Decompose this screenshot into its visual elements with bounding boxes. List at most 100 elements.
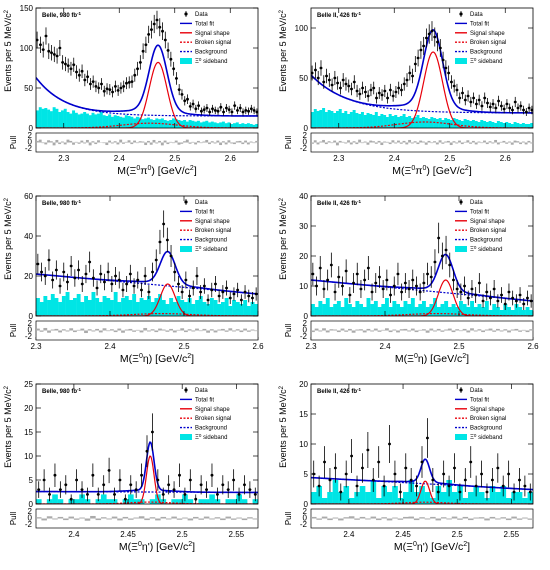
sideband-bar: [364, 115, 367, 128]
data-point: [329, 479, 332, 482]
sideband-bar: [242, 499, 248, 504]
sideband-bar: [147, 296, 151, 316]
lumi-sup: -1: [357, 387, 361, 392]
data-point: [83, 79, 86, 82]
x-axis-label-part: π: [415, 165, 422, 177]
data-point: [169, 58, 172, 61]
pull-bar: [428, 141, 431, 143]
pull-bar: [360, 517, 366, 519]
y-tick-label: 10: [24, 452, 33, 461]
pull-bar: [111, 143, 114, 144]
data-point: [188, 295, 191, 298]
pull-bar: [447, 141, 450, 143]
sideband-bar: [361, 112, 364, 128]
sideband-bar: [464, 119, 467, 128]
pull-bar: [400, 329, 404, 330]
pull-bar: [529, 329, 533, 330]
pull-bar: [474, 331, 478, 332]
sideband-bar: [497, 121, 500, 128]
data-point: [422, 282, 425, 285]
sideband-bar: [222, 122, 225, 128]
x-axis-label-part: ) [GeV/c: [425, 541, 464, 553]
data-point: [92, 80, 95, 83]
data-point: [434, 261, 437, 264]
data-point: [503, 108, 506, 111]
pull-bar: [125, 330, 129, 331]
sideband-bar: [236, 302, 240, 316]
sideband-bar: [94, 114, 97, 128]
data-point: [186, 98, 189, 101]
pull-bar: [422, 329, 426, 330]
pull-bar: [378, 331, 382, 332]
sideband-bar: [209, 494, 215, 504]
pull-bar: [326, 331, 330, 333]
data-point: [136, 279, 139, 282]
pull-bar: [225, 143, 228, 145]
pull-bar: [491, 143, 494, 144]
legend-label-5: Background: [470, 238, 502, 244]
pull-bar: [419, 141, 422, 143]
data-point: [221, 483, 224, 486]
pull-bar: [58, 331, 62, 333]
experiment-label: Belle, 980 fb-1: [42, 11, 82, 19]
pull-bar: [425, 143, 428, 145]
pull-bar: [116, 143, 119, 145]
pull-bar: [480, 143, 483, 144]
pull-bar: [247, 143, 250, 145]
pull-bar: [359, 329, 363, 330]
pull-bar: [394, 143, 397, 144]
x-axis-label-part: M(Ξ: [120, 353, 139, 365]
x-axis-label-part: ]: [191, 353, 194, 365]
pull-bar: [53, 143, 56, 146]
data-point: [153, 23, 156, 26]
legend-data-marker: [184, 200, 187, 203]
pull-bar: [472, 141, 475, 143]
pull-bar: [173, 331, 177, 333]
data-point: [318, 485, 321, 488]
data-point: [328, 79, 331, 82]
sideband-bar: [505, 122, 508, 128]
data-point: [86, 493, 89, 496]
sideband-bar: [370, 304, 374, 316]
sideband-bar: [411, 298, 415, 316]
data-point: [367, 95, 370, 98]
sideband-bar: [485, 301, 489, 316]
pull-bar: [408, 140, 411, 143]
legend-sideband-swatch: [455, 246, 467, 252]
sideband-bar: [404, 301, 408, 316]
sideband-bar: [349, 498, 355, 504]
pull-bar: [58, 517, 64, 519]
data-point: [386, 97, 389, 100]
pull-bar: [206, 331, 210, 333]
pull-bar: [374, 329, 378, 331]
pull-bar: [459, 331, 463, 332]
pull-bar: [430, 517, 436, 519]
sideband-bar: [339, 109, 342, 128]
data-point: [517, 107, 520, 110]
lumi-sup: -1: [77, 199, 81, 204]
sideband-bar: [226, 499, 232, 504]
data-point: [166, 239, 169, 242]
data-point: [383, 90, 386, 93]
sideband-bar: [441, 120, 444, 128]
y-tick-label: 100: [295, 24, 309, 33]
pull-tick-label: -2: [300, 520, 308, 529]
pull-bar: [252, 143, 255, 144]
legend-data-marker: [184, 12, 187, 15]
data-point: [125, 82, 128, 85]
pull-bar: [333, 141, 336, 143]
pull-bar: [72, 143, 75, 145]
legend-sideband-swatch: [180, 434, 192, 440]
data-point: [178, 474, 181, 477]
pull-bar: [475, 143, 478, 145]
experiment-label: Belle II, 426 fb-1: [317, 11, 362, 19]
pull-bar: [83, 143, 86, 144]
legend-label-5: Background: [470, 50, 502, 56]
pull-bar: [36, 517, 42, 518]
data-point: [140, 289, 143, 292]
legend-label-4: Broken signal: [470, 228, 506, 234]
data-point: [372, 87, 375, 90]
data-point: [475, 103, 478, 106]
data-point: [336, 82, 339, 85]
data-point: [131, 80, 134, 83]
